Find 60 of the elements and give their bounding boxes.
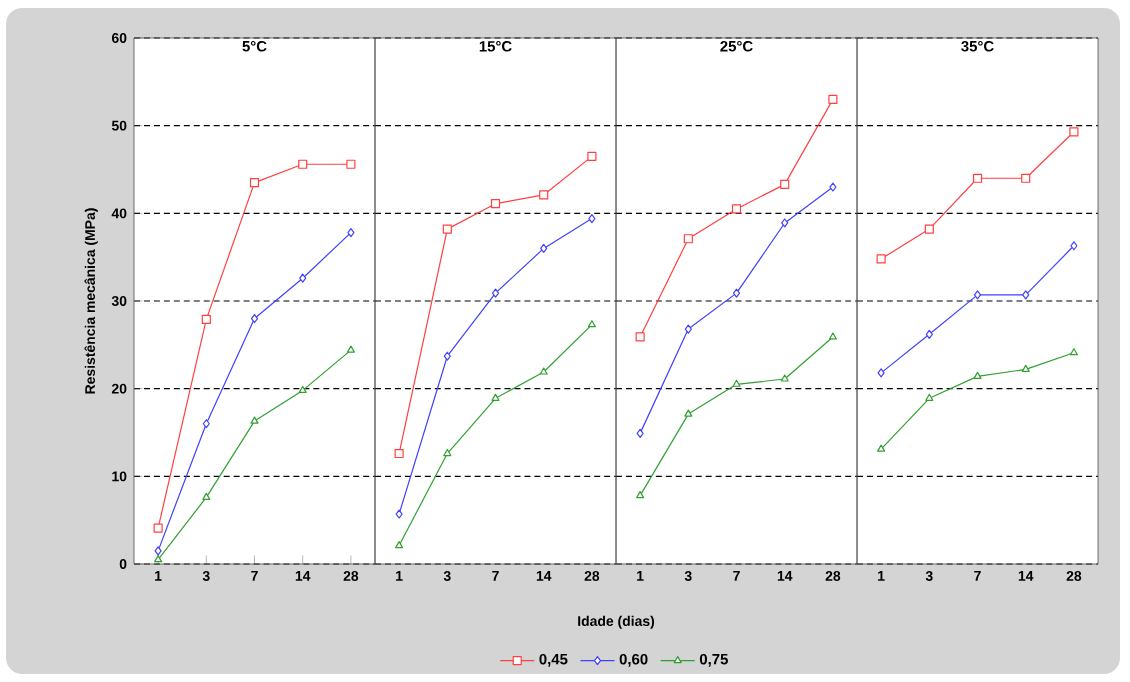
point: [925, 393, 934, 401]
point: [1021, 364, 1030, 372]
point: [1022, 290, 1030, 300]
point: [635, 332, 645, 342]
point: [973, 371, 982, 379]
point: [250, 416, 259, 424]
point: [780, 374, 789, 382]
point: [249, 178, 260, 188]
point: [780, 179, 790, 189]
point: [250, 313, 259, 324]
point: [154, 546, 162, 556]
point: [924, 224, 934, 234]
point: [202, 492, 211, 500]
point: [1069, 127, 1079, 137]
point: [732, 379, 741, 387]
point: [828, 332, 837, 340]
point: [684, 409, 693, 417]
point: [587, 320, 596, 328]
point: [395, 509, 403, 519]
point: [636, 491, 645, 499]
point: [443, 351, 451, 361]
point: [153, 523, 163, 533]
point: [829, 182, 837, 192]
point: [876, 254, 886, 264]
point: [298, 159, 308, 169]
point: [298, 385, 307, 394]
point: [877, 444, 886, 452]
point: [299, 273, 307, 283]
point: [490, 199, 501, 209]
point: [973, 290, 982, 300]
point: [346, 159, 356, 169]
point: [491, 288, 500, 298]
point: [587, 151, 597, 161]
point: [201, 314, 211, 324]
point: [491, 393, 500, 401]
point: [1070, 241, 1078, 251]
point: [539, 190, 549, 200]
point: [877, 368, 885, 378]
point: [828, 94, 838, 104]
point: [925, 329, 933, 339]
point: [347, 228, 355, 238]
point: [443, 448, 452, 457]
point: [684, 324, 692, 334]
point: [346, 345, 355, 353]
point: [1069, 348, 1078, 356]
point: [442, 224, 452, 234]
point: [1021, 173, 1031, 183]
point: [731, 204, 742, 214]
point: [394, 448, 404, 459]
point: [202, 419, 210, 429]
point: [636, 428, 644, 438]
point: [972, 173, 983, 183]
point: [683, 234, 693, 244]
point: [732, 288, 741, 298]
point: [781, 218, 789, 228]
point: [588, 214, 596, 224]
point: [540, 243, 548, 253]
point: [539, 367, 548, 375]
point: [395, 541, 404, 549]
point: [154, 555, 163, 563]
